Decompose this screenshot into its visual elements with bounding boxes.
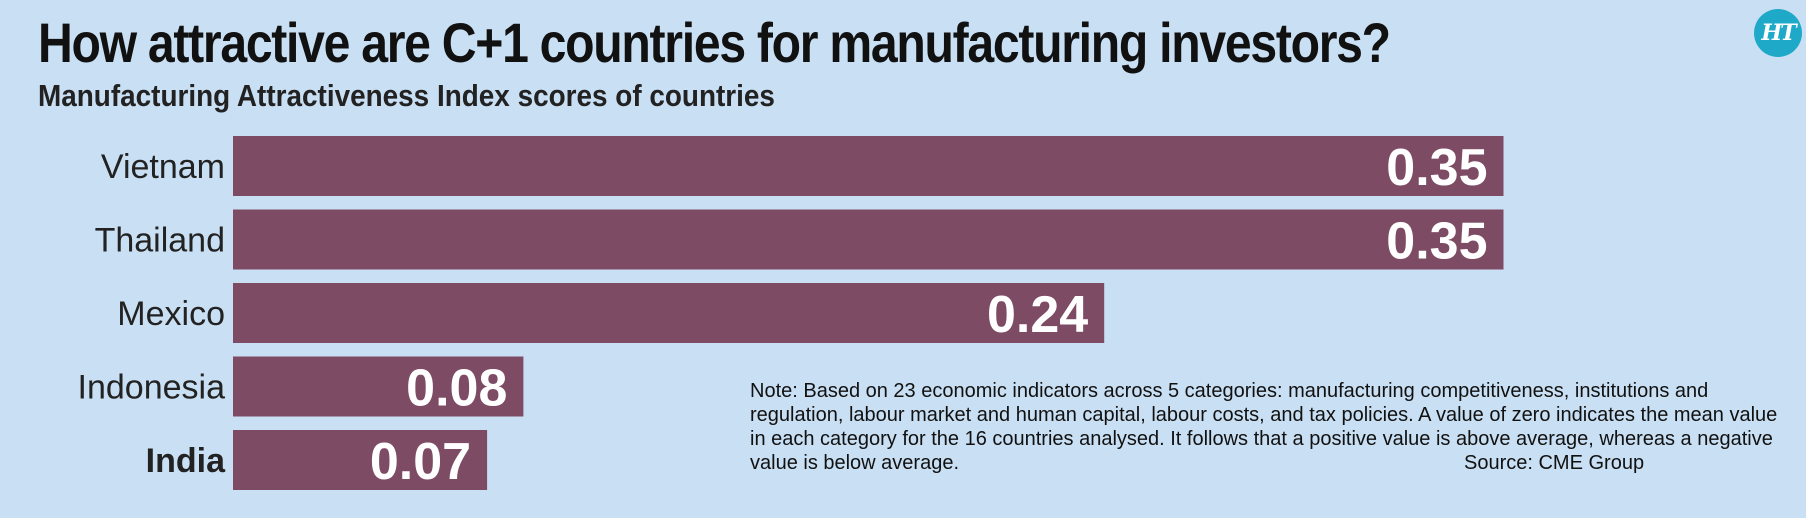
note-text: Note: Based on 23 economic indicators ac… <box>750 380 1778 474</box>
value-label-thailand: 0.35 <box>1386 213 1487 271</box>
bar-india <box>233 430 488 490</box>
bar-indonesia <box>233 356 524 417</box>
value-label-mexico: 0.24 <box>987 286 1088 344</box>
category-label-mexico: Mexico <box>117 295 225 333</box>
value-label-vietnam: 0.35 <box>1386 139 1487 197</box>
chart-subtitle: Manufacturing Attractiveness Index score… <box>38 78 775 113</box>
bar-mexico <box>233 283 1105 343</box>
logo-text: HT <box>1761 20 1796 46</box>
category-label-thailand: Thailand <box>95 222 225 260</box>
bar-thailand <box>233 209 1504 270</box>
bar-vietnam <box>233 136 1504 196</box>
category-label-india: India <box>146 442 226 480</box>
category-label-indonesia: Indonesia <box>78 369 226 407</box>
ht-logo: HT <box>1754 9 1802 57</box>
category-label-vietnam: Vietnam <box>101 148 225 186</box>
chart-title: How attractive are C+1 countries for man… <box>38 11 1391 74</box>
value-label-india: 0.07 <box>370 433 471 491</box>
source-label: Source: CME Group <box>1464 452 1645 474</box>
value-label-indonesia: 0.08 <box>406 360 507 418</box>
chart-note: Note: Based on 23 economic indicators ac… <box>750 379 1780 475</box>
